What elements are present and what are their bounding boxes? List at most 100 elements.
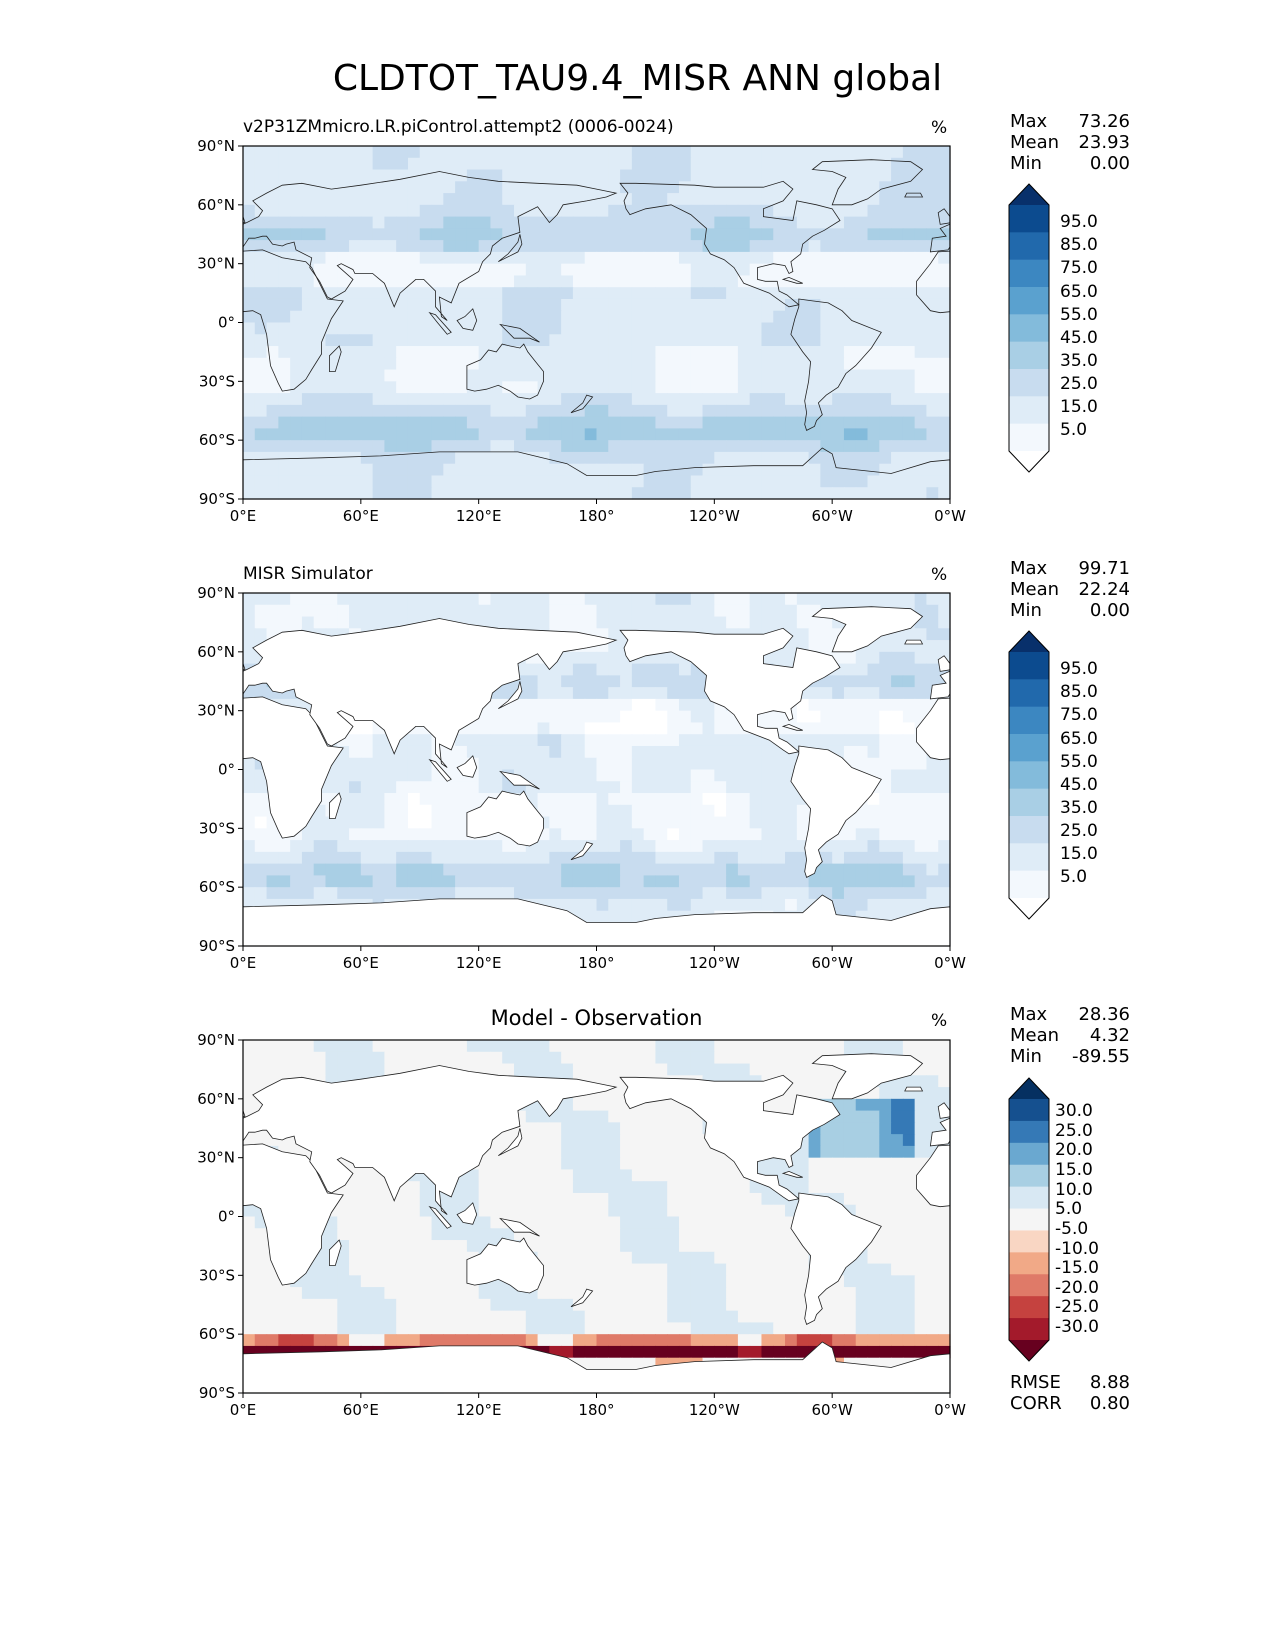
grid-cell <box>561 875 574 888</box>
grid-cell <box>301 346 315 359</box>
colorbar-segment <box>1009 761 1049 790</box>
grid-cell <box>266 1040 279 1053</box>
grid-cell <box>714 228 727 241</box>
grid-cell <box>678 769 692 782</box>
grid-cell <box>938 1251 951 1265</box>
grid-cell <box>902 863 916 876</box>
grid-cell <box>313 440 327 453</box>
grid-cell <box>879 1040 892 1053</box>
grid-cell <box>384 157 397 171</box>
grid-cell <box>879 416 892 429</box>
grid-cell <box>914 393 928 406</box>
grid-cell <box>325 475 338 488</box>
grid-cell <box>820 322 833 335</box>
grid-cell <box>549 298 562 312</box>
grid-cell <box>549 781 562 794</box>
grid-cell <box>349 310 362 324</box>
grid-cell <box>879 875 892 888</box>
grid-cell <box>525 722 539 735</box>
grid-cell <box>702 240 715 253</box>
grid-cell <box>596 193 609 206</box>
grid-cell <box>820 722 833 735</box>
grid-cell <box>584 216 598 229</box>
grid-cell <box>855 816 869 829</box>
grid-cell <box>902 1216 916 1229</box>
grid-cell <box>572 769 586 782</box>
grid-cell <box>514 593 527 606</box>
grid-cell <box>914 404 928 418</box>
grid-cell <box>396 475 409 488</box>
grid-cell <box>891 310 904 324</box>
grid-cell <box>572 1145 586 1159</box>
grid-cell <box>596 1063 609 1076</box>
grid-cell <box>620 663 633 676</box>
grid-cell <box>655 251 668 265</box>
grid-cell <box>313 404 327 418</box>
grid-cell <box>891 769 904 782</box>
grid-cell <box>466 157 480 171</box>
grid-cell <box>596 275 609 288</box>
grid-cell <box>537 487 550 500</box>
grid-cell <box>678 1110 692 1123</box>
grid-cell <box>643 1122 657 1135</box>
grid-cell <box>596 1157 609 1171</box>
grid-cell <box>655 769 668 782</box>
grid-cell <box>502 851 515 865</box>
grid-cell <box>690 322 704 335</box>
grid-cell <box>749 157 763 171</box>
grid-cell <box>372 298 385 312</box>
grid-cell <box>419 593 433 606</box>
grid-cell <box>360 393 374 406</box>
grid-cell <box>620 745 633 759</box>
grid-cell <box>867 357 880 371</box>
grid-cell <box>643 228 657 241</box>
grid-cell <box>325 181 338 194</box>
grid-cell <box>443 1251 456 1265</box>
grid-cell <box>384 463 397 477</box>
grid-cell <box>891 1204 904 1218</box>
grid-cell <box>620 428 633 441</box>
grid-cell <box>667 769 680 782</box>
grid-cell <box>419 734 433 747</box>
grid-cell <box>372 334 385 347</box>
grid-cell <box>620 451 633 465</box>
grid-cell <box>631 757 645 771</box>
grid-cell <box>455 851 468 865</box>
grid-cell <box>561 1098 574 1112</box>
grid-cell <box>419 781 433 794</box>
grid-cell <box>631 734 645 747</box>
grid-cell <box>938 428 951 441</box>
grid-cell <box>537 769 550 782</box>
grid-cell <box>702 757 715 771</box>
grid-cell <box>938 1240 951 1253</box>
grid-cell <box>631 663 645 676</box>
grid-cell <box>349 357 362 371</box>
grid-cell <box>514 440 527 453</box>
grid-cell <box>843 169 857 182</box>
grid-cell <box>396 440 409 453</box>
grid-cell <box>514 475 527 488</box>
grid-cell <box>514 616 527 629</box>
grid-cell <box>337 322 350 335</box>
grid-cell <box>620 310 633 324</box>
grid-cell <box>337 875 350 888</box>
grid-cell <box>808 216 821 229</box>
grid-cell <box>620 1051 633 1065</box>
grid-cell <box>407 816 421 829</box>
grid-cell <box>325 157 338 171</box>
grid-cell <box>667 487 680 500</box>
grid-cell <box>879 1240 892 1253</box>
grid-cell <box>690 875 704 888</box>
grid-cell <box>737 310 751 324</box>
grid-cell <box>561 287 574 300</box>
grid-cell <box>455 346 468 359</box>
grid-cell <box>631 1251 645 1265</box>
grid-cell <box>796 1051 810 1065</box>
grid-cell <box>608 440 621 453</box>
grid-cell <box>914 1110 928 1123</box>
grid-cell <box>773 710 786 724</box>
grid-cell <box>643 263 657 277</box>
grid-cell <box>678 428 692 441</box>
grid-cell <box>914 1228 928 1241</box>
grid-cell <box>631 428 645 441</box>
